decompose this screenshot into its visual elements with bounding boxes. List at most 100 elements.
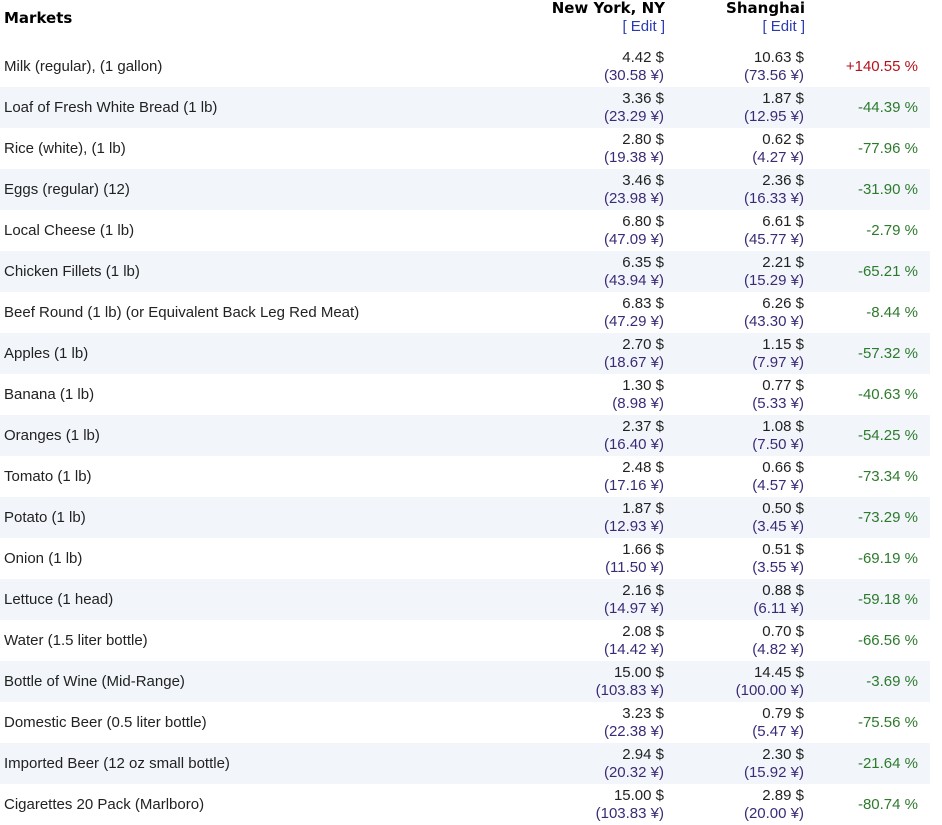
item-name: Apples (1 lb) <box>4 345 89 362</box>
sh-price: 2.89 $ (20.00 ¥) <box>668 784 808 825</box>
ny-price-usd: 1.30 $ <box>622 376 664 394</box>
table-row: Rice (white), (1 lb) 2.80 $ (19.38 ¥) 0.62 … <box>0 128 930 169</box>
ny-price: 2.80 $ (19.38 ¥) <box>540 128 668 169</box>
ny-price: 2.70 $ (18.67 ¥) <box>540 333 668 374</box>
table-row: Loaf of Fresh White Bread (1 lb) 3.36 $ (2… <box>0 87 930 128</box>
ny-price-usd: 2.94 $ <box>622 745 664 763</box>
table-row: Water (1.5 liter bottle) 2.08 $ (14.42 ¥) 0… <box>0 620 930 661</box>
item-name: Chicken Fillets (1 lb) <box>4 263 140 280</box>
price-difference: -40.63 % <box>857 386 918 403</box>
price-difference: -69.19 % <box>857 550 918 567</box>
table-row: Apples (1 lb) 2.70 $ (18.67 ¥) 1.15 $ (7.97 … <box>0 333 930 374</box>
sh-price-yuan: (16.33 ¥) <box>743 189 804 207</box>
table-row: Local Cheese (1 lb) 6.80 $ (47.09 ¥) 6.61 $… <box>0 210 930 251</box>
sh-price-usd: 0.66 $ <box>762 458 804 476</box>
ny-price: 2.94 $ (20.32 ¥) <box>540 743 668 784</box>
price-difference: -65.21 % <box>857 263 918 280</box>
sh-price: 1.87 $ (12.95 ¥) <box>668 87 808 128</box>
ny-price-yuan: (103.83 ¥) <box>595 804 664 822</box>
sh-price-yuan: (73.56 ¥) <box>743 66 804 84</box>
sh-price: 0.66 $ (4.57 ¥) <box>668 456 808 497</box>
sh-price-yuan: (15.92 ¥) <box>743 763 804 781</box>
ny-price-usd: 2.37 $ <box>622 417 664 435</box>
ny-price-usd: 2.80 $ <box>622 130 664 148</box>
sh-price-yuan: (12.95 ¥) <box>743 107 804 125</box>
ny-price-yuan: (22.38 ¥) <box>603 722 664 740</box>
item-name: Banana (1 lb) <box>4 386 95 403</box>
sh-price: 10.63 $ (73.56 ¥) <box>668 46 808 87</box>
sh-price: 1.15 $ (7.97 ¥) <box>668 333 808 374</box>
item-name: Domestic Beer (0.5 liter bottle) <box>4 714 207 731</box>
ny-price-yuan: (47.29 ¥) <box>603 312 664 330</box>
ny-price: 2.16 $ (14.97 ¥) <box>540 579 668 620</box>
ny-price-yuan: (8.98 ¥) <box>612 394 664 412</box>
sh-price-usd: 14.45 $ <box>753 663 804 681</box>
ny-price-yuan: (23.29 ¥) <box>603 107 664 125</box>
sh-price: 0.70 $ (4.82 ¥) <box>668 620 808 661</box>
item-name: Local Cheese (1 lb) <box>4 222 135 239</box>
sh-price-usd: 2.89 $ <box>762 786 804 804</box>
table-row: Eggs (regular) (12) 3.46 $ (23.98 ¥) 2.36 $… <box>0 169 930 210</box>
item-name: Bottle of Wine (Mid-Range) <box>4 673 185 690</box>
sh-price-yuan: (7.97 ¥) <box>752 353 804 371</box>
ny-price-yuan: (47.09 ¥) <box>603 230 664 248</box>
price-difference: -3.69 % <box>866 673 918 690</box>
ny-price: 2.08 $ (14.42 ¥) <box>540 620 668 661</box>
item-name: Water (1.5 liter bottle) <box>4 632 148 649</box>
ny-price: 1.30 $ (8.98 ¥) <box>540 374 668 415</box>
city2-edit-link[interactable]: [ Edit ] <box>762 18 805 35</box>
sh-price-usd: 2.21 $ <box>762 253 804 271</box>
ny-price-yuan: (43.94 ¥) <box>603 271 664 289</box>
ny-price-usd: 3.23 $ <box>622 704 664 722</box>
sh-price-usd: 2.36 $ <box>762 171 804 189</box>
sh-price-usd: 0.62 $ <box>762 130 804 148</box>
table-header-row: Markets New York, NY [ Edit ] Shanghai [… <box>0 0 930 46</box>
sh-price-yuan: (3.45 ¥) <box>752 517 804 535</box>
sh-price-yuan: (3.55 ¥) <box>752 558 804 576</box>
ny-price-usd: 6.35 $ <box>622 253 664 271</box>
ny-price-usd: 15.00 $ <box>613 663 664 681</box>
ny-price-usd: 2.48 $ <box>622 458 664 476</box>
ny-price-yuan: (18.67 ¥) <box>603 353 664 371</box>
sh-price-yuan: (43.30 ¥) <box>743 312 804 330</box>
city1-name: New York, NY <box>551 0 665 17</box>
item-name: Potato (1 lb) <box>4 509 86 526</box>
table-body: Milk (regular), (1 gallon) 4.42 $ (30.58 ¥… <box>0 46 930 825</box>
ny-price-usd: 2.16 $ <box>622 581 664 599</box>
price-difference: -73.34 % <box>857 468 918 485</box>
price-difference: -75.56 % <box>857 714 918 731</box>
sh-price: 6.26 $ (43.30 ¥) <box>668 292 808 333</box>
ny-price: 3.46 $ (23.98 ¥) <box>540 169 668 210</box>
sh-price-usd: 1.87 $ <box>762 89 804 107</box>
sh-price-usd: 0.51 $ <box>762 540 804 558</box>
ny-price-yuan: (12.93 ¥) <box>603 517 664 535</box>
table-row: Onion (1 lb) 1.66 $ (11.50 ¥) 0.51 $ (3.55 ¥… <box>0 538 930 579</box>
table-row: Potato (1 lb) 1.87 $ (12.93 ¥) 0.50 $ (3.45 … <box>0 497 930 538</box>
ny-price: 1.87 $ (12.93 ¥) <box>540 497 668 538</box>
sh-price-usd: 0.79 $ <box>762 704 804 722</box>
sh-price-usd: 1.15 $ <box>762 335 804 353</box>
city2-name: Shanghai <box>726 0 805 17</box>
price-difference: -54.25 % <box>857 427 918 444</box>
sh-price-usd: 0.88 $ <box>762 581 804 599</box>
ny-price: 15.00 $ (103.83 ¥) <box>540 661 668 702</box>
price-difference: -8.44 % <box>866 304 918 321</box>
city1-edit-link[interactable]: [ Edit ] <box>622 18 665 35</box>
sh-price: 14.45 $ (100.00 ¥) <box>668 661 808 702</box>
price-difference: -2.79 % <box>866 222 918 239</box>
ny-price-yuan: (17.16 ¥) <box>603 476 664 494</box>
ny-price: 2.37 $ (16.40 ¥) <box>540 415 668 456</box>
sh-price-yuan: (5.33 ¥) <box>752 394 804 412</box>
sh-price: 6.61 $ (45.77 ¥) <box>668 210 808 251</box>
item-name: Tomato (1 lb) <box>4 468 92 485</box>
price-difference: -73.29 % <box>857 509 918 526</box>
table-row: Oranges (1 lb) 2.37 $ (16.40 ¥) 1.08 $ (7.50… <box>0 415 930 456</box>
ny-price: 4.42 $ (30.58 ¥) <box>540 46 668 87</box>
sh-price-usd: 0.77 $ <box>762 376 804 394</box>
table-row: Banana (1 lb) 1.30 $ (8.98 ¥) 0.77 $ (5.33 ¥… <box>0 374 930 415</box>
item-name: Onion (1 lb) <box>4 550 83 567</box>
difference-header <box>808 0 930 46</box>
sh-price-yuan: (15.29 ¥) <box>743 271 804 289</box>
price-difference: -21.64 % <box>857 755 918 772</box>
